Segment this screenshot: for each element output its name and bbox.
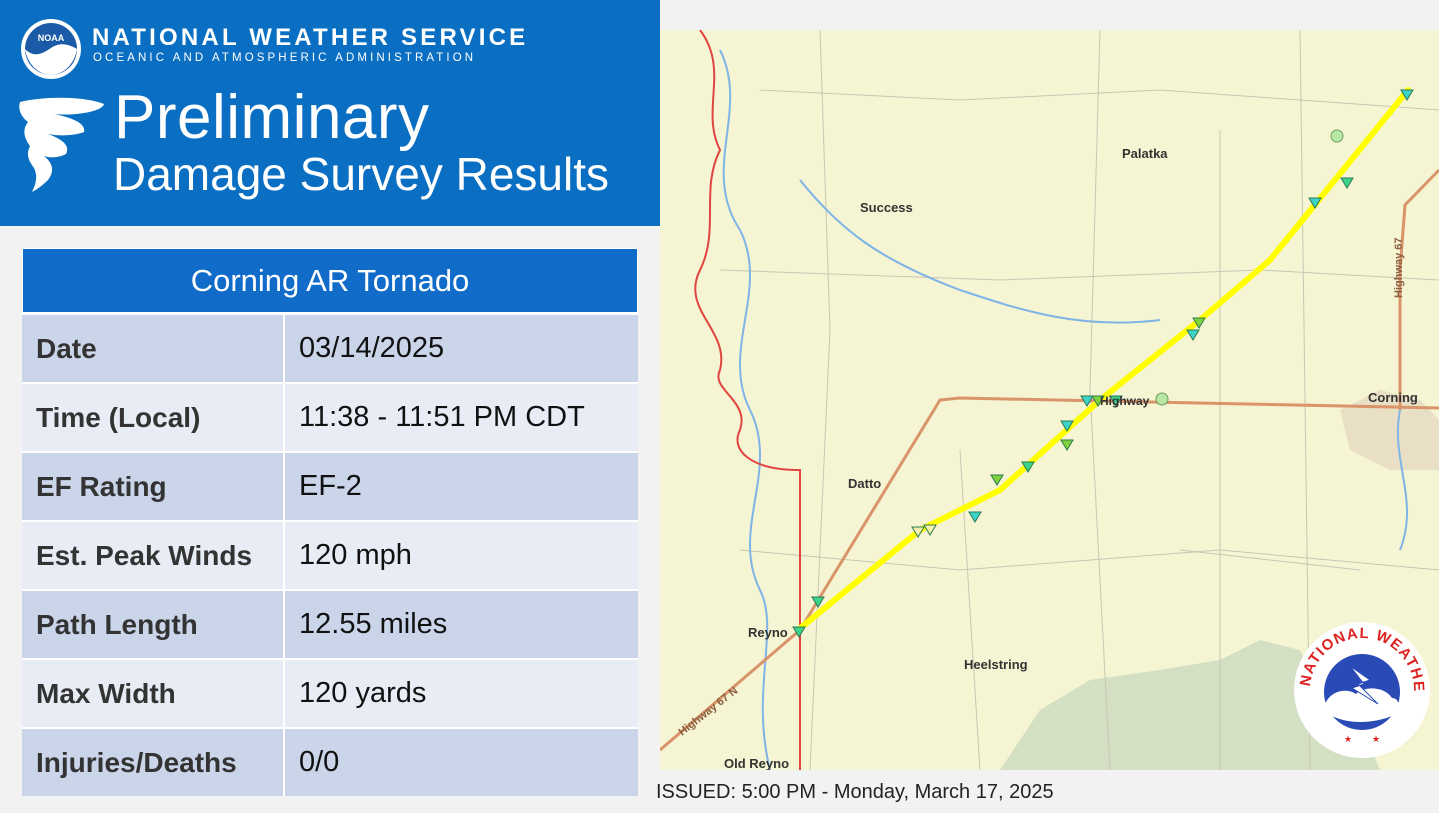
table-row-time: Time (Local) 11:38 - 11:51 PM CDT	[22, 382, 638, 451]
damage-point-marker[interactable]	[811, 596, 825, 608]
place-label-highway: Highway	[1100, 394, 1150, 408]
damage-point-marker[interactable]	[1060, 420, 1074, 432]
table-row-max-width: Max Width 120 yards	[22, 658, 638, 727]
place-label-corning: Corning	[1368, 390, 1418, 405]
state-boundary-line	[694, 30, 801, 770]
damage-point-marker[interactable]	[792, 626, 806, 638]
rivers	[719, 49, 1408, 770]
damage-point-marker[interactable]	[911, 526, 925, 538]
damage-point-marker[interactable]	[1109, 395, 1123, 407]
damage-points	[792, 89, 1414, 638]
row-value: 03/14/2025	[299, 332, 445, 364]
row-value: 12.55 miles	[299, 608, 448, 640]
damage-point-marker[interactable]	[1060, 439, 1074, 451]
local-roads	[719, 30, 1439, 770]
damage-point-marker[interactable]	[1186, 329, 1200, 341]
table-row-date: Date 03/14/2025	[22, 313, 638, 382]
info-table: Date 03/14/2025 Time (Local) 11:38 - 11:…	[22, 313, 638, 796]
svg-text:★: ★	[1372, 734, 1380, 744]
header-banner: NOAA NATIONAL WEATHER SERVICE OCEANIC AN…	[0, 0, 660, 226]
tornado-icon	[19, 97, 104, 192]
damage-point-marker[interactable]	[1192, 317, 1206, 329]
table-row-injuries: Injuries/Deaths 0/0	[22, 727, 638, 796]
row-label: Est. Peak Winds	[22, 522, 285, 589]
damage-point-marker[interactable]	[968, 511, 982, 523]
damage-point-marker[interactable]	[923, 524, 937, 536]
forest-area	[1000, 640, 1380, 770]
damage-track-map[interactable]: Highway 67 Highway 67 N Palatka Success …	[660, 30, 1439, 770]
noaa-logo-icon: NOAA	[21, 19, 81, 79]
agency-subtitle: OCEANIC AND ATMOSPHERIC ADMINISTRATION	[93, 52, 477, 64]
row-label: Date	[22, 315, 285, 382]
row-label: Max Width	[22, 660, 285, 727]
svg-text:★: ★	[1344, 734, 1352, 744]
row-value: EF-2	[299, 470, 362, 502]
noaa-logo-text: NOAA	[38, 33, 65, 43]
place-label-heelstring: Heelstring	[964, 657, 1028, 672]
highway-67n-label: Highway 67 N	[676, 685, 740, 739]
row-value: 120 mph	[299, 539, 412, 571]
place-label-datto: Datto	[848, 476, 882, 491]
row-value: 0/0	[299, 746, 340, 778]
highways	[660, 168, 1439, 752]
place-label-old-reyno: Old Reyno	[724, 756, 790, 770]
highway-67-label: Highway 67	[1393, 237, 1405, 298]
agency-name: NATIONAL WEATHER SERVICE	[92, 24, 529, 51]
damage-point-marker[interactable]	[1340, 177, 1354, 189]
nws-logo-icon: NATIONAL WEATHER SERVICE ★ ★	[1292, 620, 1430, 758]
place-label-palatka: Palatka	[1122, 146, 1168, 161]
damage-point-marker[interactable]	[1021, 461, 1035, 473]
title-line-2: Damage Survey Results	[113, 148, 609, 200]
row-label: EF Rating	[22, 453, 285, 520]
map-canvas: Highway 67 Highway 67 N	[660, 30, 1439, 770]
town-area-corning	[1340, 390, 1439, 470]
row-label: Time (Local)	[22, 384, 285, 451]
place-label-success: Success	[860, 200, 913, 215]
row-label: Injuries/Deaths	[22, 729, 285, 796]
row-value: 11:38 - 11:51 PM CDT	[299, 401, 585, 433]
table-row-path-length: Path Length 12.55 miles	[22, 589, 638, 658]
damage-point-marker[interactable]	[990, 474, 1004, 486]
table-title: Corning AR Tornado	[22, 248, 638, 313]
damage-point-marker[interactable]	[1091, 395, 1105, 407]
issued-timestamp: ISSUED: 5:00 PM - Monday, March 17, 2025	[656, 781, 1054, 803]
damage-point-marker[interactable]	[1400, 89, 1414, 101]
table-row-ef-rating: EF Rating EF-2	[22, 451, 638, 520]
table-row-peak-winds: Est. Peak Winds 120 mph	[22, 520, 638, 589]
title-line-1: Preliminary	[114, 83, 430, 152]
place-label-reyno: Reyno	[748, 625, 788, 640]
damage-point-marker[interactable]	[1308, 197, 1322, 209]
row-value: 120 yards	[299, 677, 427, 709]
row-label: Path Length	[22, 591, 285, 658]
tornado-track-line	[795, 87, 1411, 633]
poi-circle-marker[interactable]	[1330, 129, 1344, 143]
poi-circle-marker[interactable]	[1155, 392, 1169, 406]
damage-point-marker[interactable]	[1080, 395, 1094, 407]
